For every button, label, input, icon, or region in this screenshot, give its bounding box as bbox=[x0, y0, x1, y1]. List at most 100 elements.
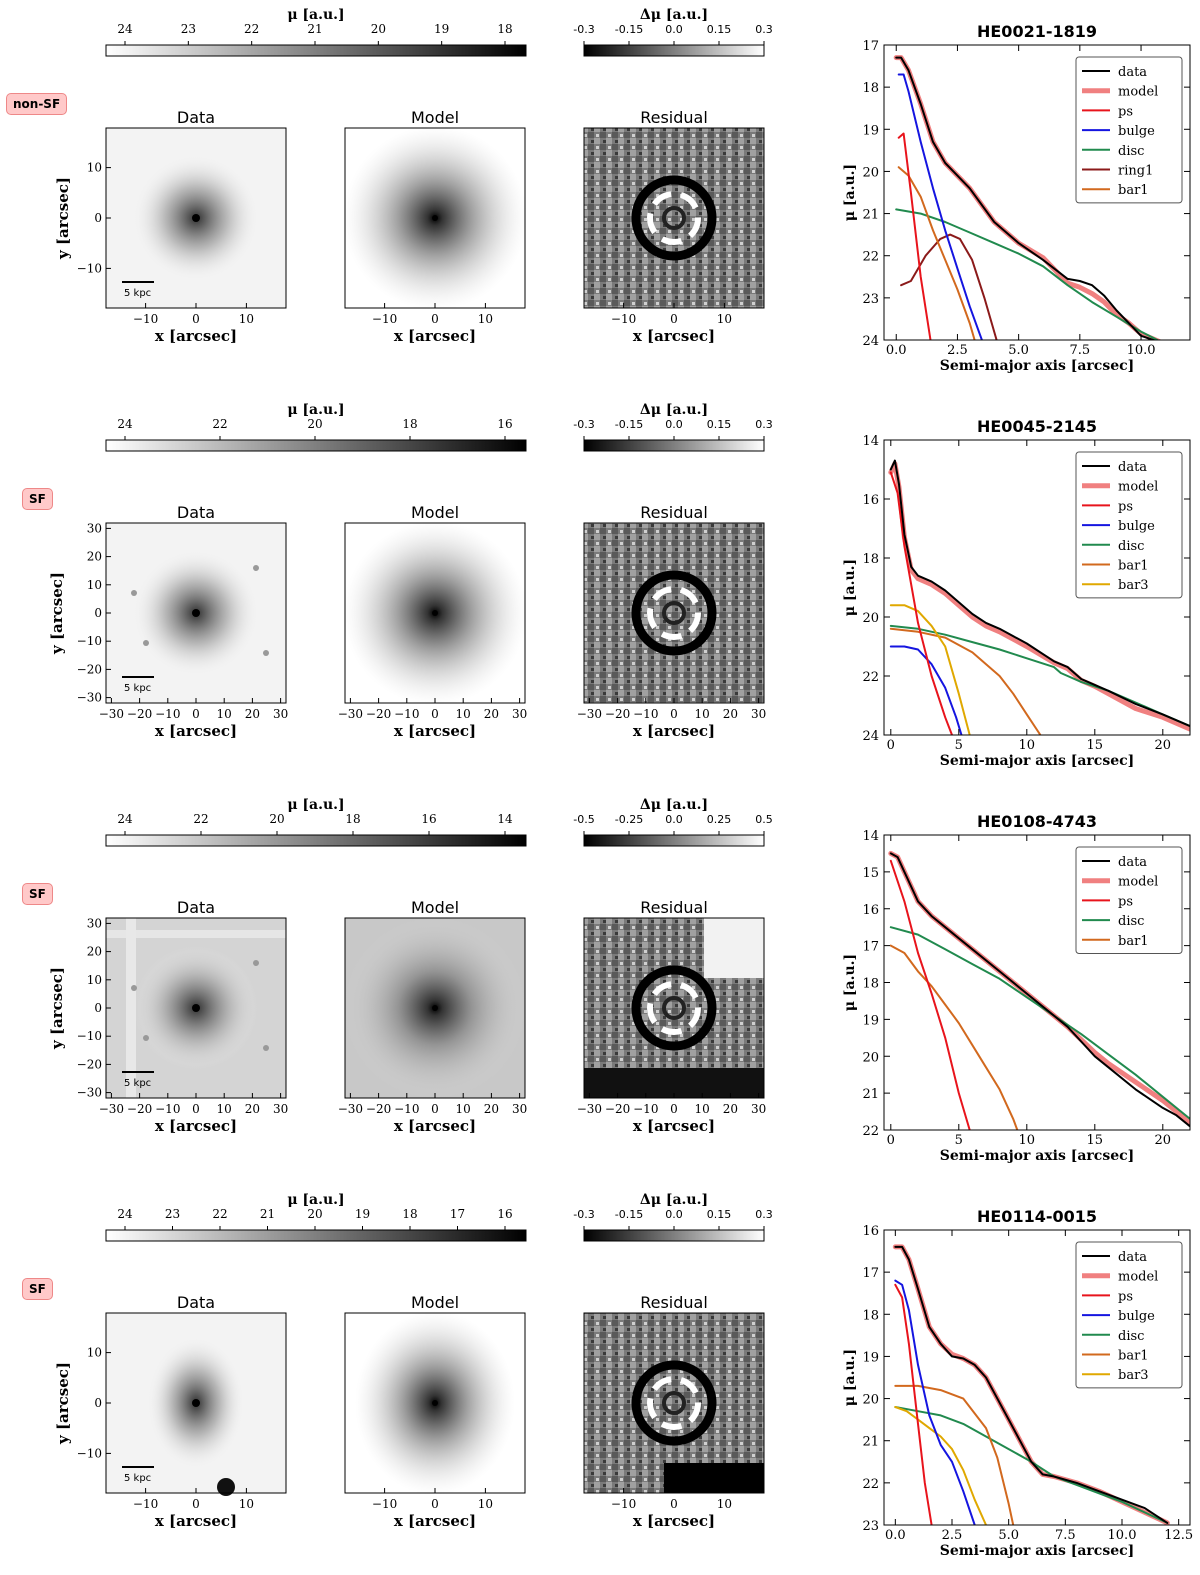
x-tick-label: −10 bbox=[394, 1102, 419, 1116]
x-tick-label: −30 bbox=[338, 707, 363, 721]
y-tick-label: −10 bbox=[77, 1029, 102, 1043]
series-line-bulge bbox=[894, 1279, 976, 1525]
sf-badge: SF bbox=[22, 488, 53, 510]
chart-x-tick-label: 20 bbox=[1155, 1133, 1172, 1148]
chart-y-tick-label: 22 bbox=[862, 670, 879, 685]
legend-label-disc: disc bbox=[1118, 539, 1144, 554]
residual-ring bbox=[631, 175, 717, 261]
field-source bbox=[143, 1035, 149, 1041]
chart-title: HE0108-4743 bbox=[977, 812, 1097, 831]
x-tick-label: 20 bbox=[245, 1102, 260, 1116]
legend-label-bar3: bar3 bbox=[1118, 578, 1149, 593]
series-line-bar1 bbox=[889, 944, 1019, 1130]
series-line-bar1 bbox=[894, 1384, 1015, 1525]
chart-x-tick-label: 5 bbox=[955, 1133, 963, 1148]
x-tick-label: 0 bbox=[192, 707, 200, 721]
residual-artifact bbox=[664, 1463, 764, 1493]
field-source bbox=[253, 565, 259, 571]
model-nucleus bbox=[432, 1400, 438, 1406]
x-tick-label: 30 bbox=[273, 707, 288, 721]
scale-bar-label: 5 kpc bbox=[124, 1473, 151, 1484]
dmu-colorbar-tick-label: -0.5 bbox=[573, 813, 594, 826]
legend-label-data: data bbox=[1118, 65, 1147, 80]
mu-colorbar-tick-label: 19 bbox=[355, 1207, 370, 1221]
dmu-colorbar-tick-label: 0.0 bbox=[665, 813, 683, 826]
legend-label-ps: ps bbox=[1118, 1289, 1133, 1304]
scale-bar-label: 5 kpc bbox=[124, 288, 151, 299]
field-source bbox=[263, 650, 269, 656]
dmu-colorbar-tick-label: 0.15 bbox=[707, 1208, 732, 1221]
chart-y-tick-label: 20 bbox=[862, 165, 879, 180]
x-tick-label: −10 bbox=[611, 312, 636, 326]
mu-colorbar-tick-label: 24 bbox=[117, 417, 133, 431]
x-axis-label: x [arcsec] bbox=[394, 1512, 476, 1530]
x-tick-label: −10 bbox=[372, 1497, 397, 1511]
chart-y-tick-label: 23 bbox=[862, 292, 879, 307]
chart-y-tick-label: 21 bbox=[862, 208, 879, 223]
x-tick-label: −10 bbox=[155, 707, 180, 721]
legend-label-bulge: bulge bbox=[1118, 519, 1155, 534]
panel-title: Model bbox=[411, 108, 459, 127]
dmu-colorbar-label: Δμ [a.u.] bbox=[640, 1192, 708, 1208]
x-tick-label: −10 bbox=[633, 707, 658, 721]
mu-colorbar-label: μ [a.u.] bbox=[287, 797, 344, 813]
chart-x-tick-label: 15 bbox=[1087, 1133, 1104, 1148]
chart-frame bbox=[883, 439, 1191, 736]
mu-colorbar-tick-label: 24 bbox=[117, 1207, 133, 1221]
chart-y-tick-label: 22 bbox=[862, 1477, 879, 1492]
dmu-colorbar-label: Δμ [a.u.] bbox=[640, 797, 708, 813]
legend-label-model: model bbox=[1118, 875, 1158, 890]
chart-frame bbox=[883, 44, 1191, 341]
legend-label-bulge: bulge bbox=[1118, 1309, 1155, 1324]
y-tick-label: 20 bbox=[87, 945, 102, 959]
x-tick-label: 10 bbox=[456, 707, 471, 721]
residual-ring bbox=[631, 965, 717, 1051]
chart-x-tick-label: 15 bbox=[1087, 738, 1104, 753]
row-1: μ [a.u.] 24 22 20 18 16 Δμ [a.u.] -0.3 -0.15 0.0 0… bbox=[48, 402, 1191, 769]
profile-chart: HE0021-1819 0.0 2.5 5.0 7.5 10.0 17 18 19 20 21 22 2… bbox=[842, 22, 1191, 374]
dmu-colorbar-tick-label: -0.15 bbox=[615, 23, 643, 36]
legend-label-disc: disc bbox=[1118, 1329, 1144, 1344]
model-panel: Model −10 0 10x [arcsec] bbox=[343, 108, 527, 345]
y-tick-label: −30 bbox=[77, 1086, 102, 1100]
x-tick-label: 10 bbox=[695, 707, 710, 721]
legend-label-model: model bbox=[1118, 1270, 1158, 1285]
x-tick-label: 20 bbox=[484, 1102, 499, 1116]
mu-colorbar-tick-label: 22 bbox=[193, 812, 208, 826]
profile-chart: HE0108-4743 0 5 10 15 20 14 15 16 17 18 19 20 21 22 Sem… bbox=[842, 812, 1191, 1164]
chart-title: HE0045-2145 bbox=[977, 417, 1097, 436]
y-tick-label: 10 bbox=[87, 161, 102, 175]
x-tick-label: −10 bbox=[611, 1497, 636, 1511]
x-tick-label: −30 bbox=[99, 707, 124, 721]
dmu-colorbar-tick-label: 0.3 bbox=[755, 418, 773, 431]
chart-x-label: Semi-major axis [arcsec] bbox=[940, 358, 1135, 374]
residual-core bbox=[662, 996, 686, 1020]
mu-colorbar-label: μ [a.u.] bbox=[287, 402, 344, 418]
chart-y-tick-label: 19 bbox=[862, 1013, 879, 1028]
legend-label-ring1: ring1 bbox=[1118, 164, 1153, 179]
mu-colorbar-tick-label: 19 bbox=[434, 22, 449, 36]
field-source bbox=[131, 590, 137, 596]
mu-colorbar-tick-label: 23 bbox=[181, 22, 196, 36]
series-line-bulge bbox=[897, 73, 983, 340]
x-tick-label: 0 bbox=[670, 1102, 678, 1116]
x-tick-label: 10 bbox=[217, 707, 232, 721]
galaxy-nucleus bbox=[192, 214, 200, 222]
y-tick-label: −20 bbox=[77, 662, 102, 676]
legend-label-ps: ps bbox=[1118, 894, 1133, 909]
y-tick-label: 0 bbox=[94, 211, 102, 225]
x-tick-label: −10 bbox=[155, 1102, 180, 1116]
legend-label-bar1: bar1 bbox=[1118, 1349, 1149, 1364]
model-nucleus bbox=[432, 215, 438, 221]
panel-title: Residual bbox=[640, 1293, 708, 1312]
mu-colorbar-label: μ [a.u.] bbox=[287, 1192, 344, 1208]
x-tick-label: 20 bbox=[484, 707, 499, 721]
series-line-bar1 bbox=[897, 166, 976, 340]
mu-colorbar-tick-label: 22 bbox=[244, 22, 259, 36]
dmu-colorbar-tick-label: 0.0 bbox=[665, 418, 683, 431]
x-tick-label: 10 bbox=[717, 312, 732, 326]
x-tick-label: 30 bbox=[512, 1102, 527, 1116]
series-line-bulge bbox=[889, 645, 963, 735]
dmu-colorbar-tick-label: 0.0 bbox=[665, 1208, 683, 1221]
model-panel: Model −10 0 10x [arcsec] bbox=[344, 1293, 526, 1530]
